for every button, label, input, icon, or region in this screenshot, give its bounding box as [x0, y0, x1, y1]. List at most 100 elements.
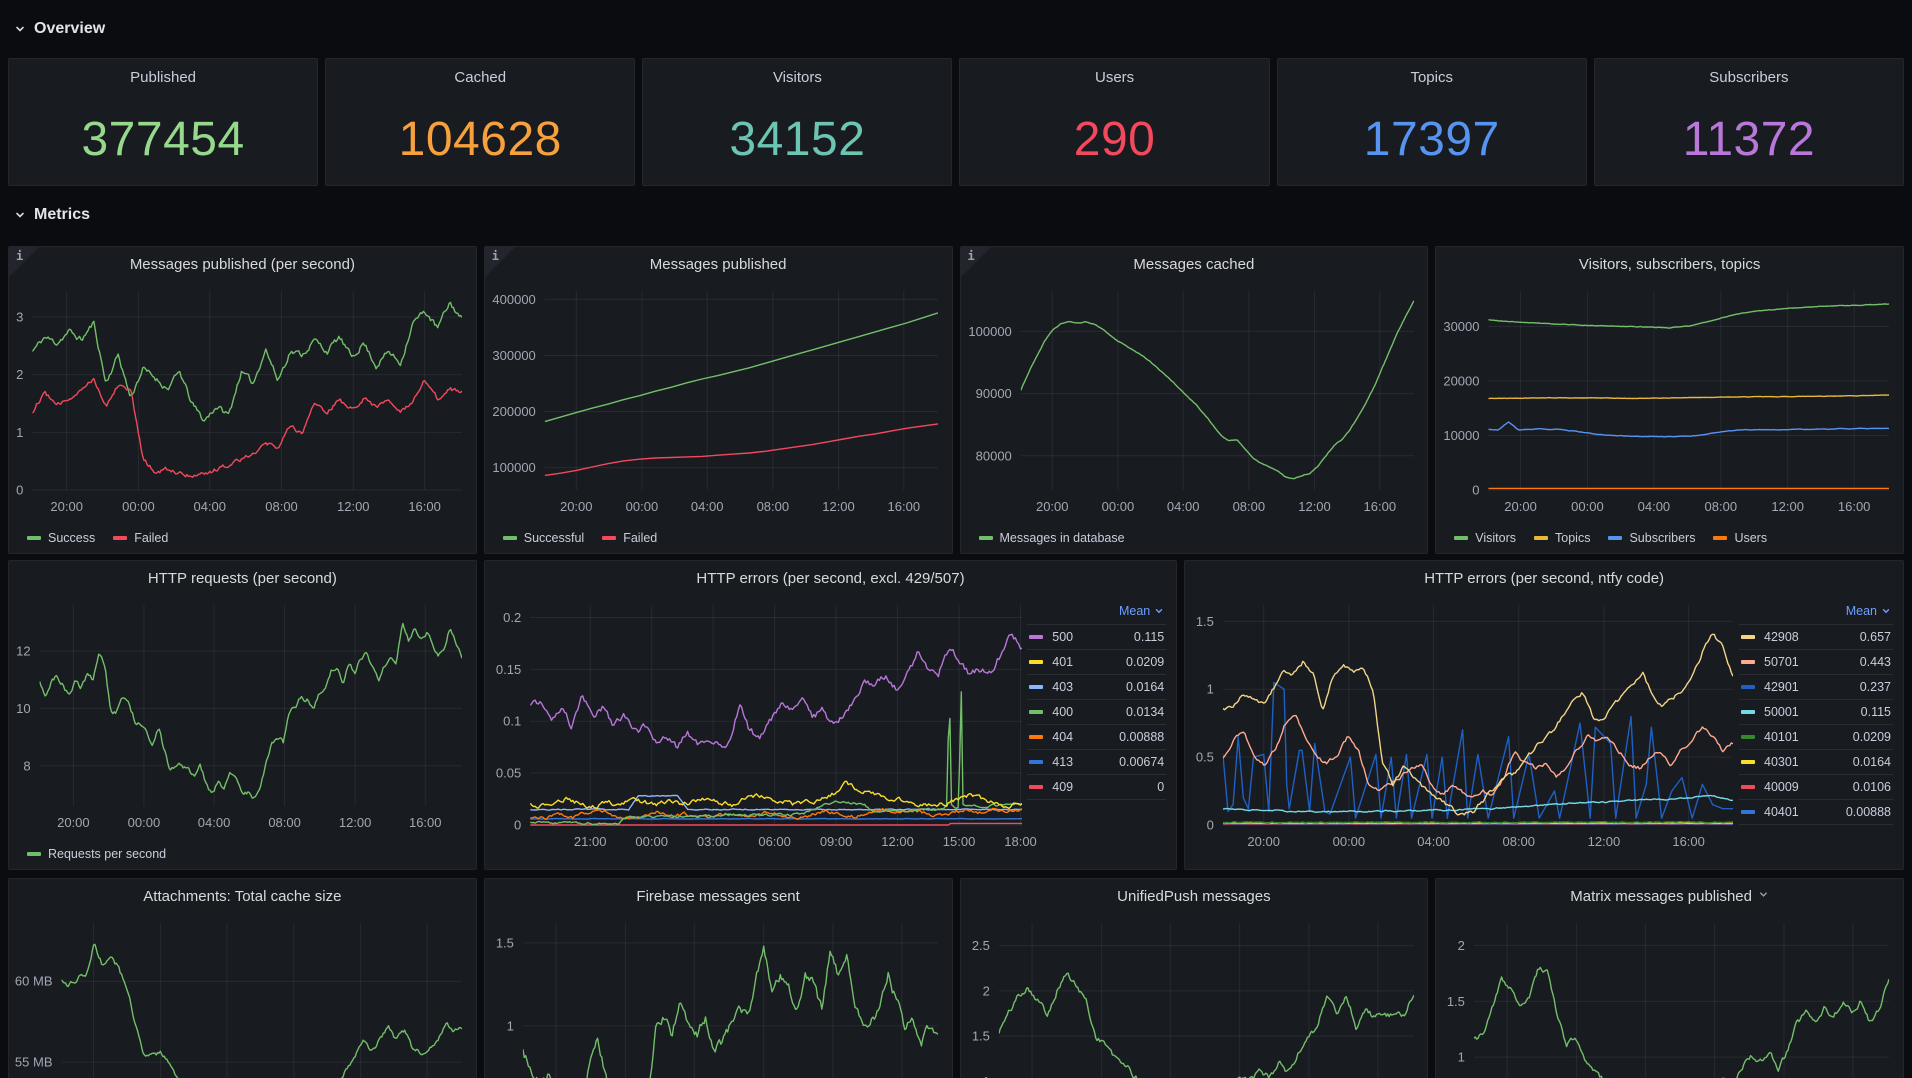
- panel-title[interactable]: Messages cached: [1133, 256, 1255, 273]
- stat-title[interactable]: Users: [1094, 69, 1135, 86]
- panel-title[interactable]: Matrix messages published: [1476, 888, 1863, 905]
- svg-text:08:00: 08:00: [268, 815, 301, 830]
- legend-row[interactable]: 40101 0.0209: [1739, 725, 1893, 750]
- legend-mean-value: 0.115: [1860, 705, 1891, 719]
- panel-info-corner[interactable]: [960, 247, 991, 277]
- chart-area[interactable]: 100000 200000 300000 400000 20:00 00:00 04:00 0…: [485, 247, 952, 553]
- legend-row[interactable]: 413 0.00674: [1027, 750, 1167, 775]
- svg-text:08:00: 08:00: [756, 499, 789, 514]
- panel-title[interactable]: HTTP errors (per second, excl. 429/507): [696, 570, 965, 587]
- legend-item[interactable]: Requests per second: [27, 847, 166, 861]
- svg-text:04:00: 04:00: [198, 815, 231, 830]
- chart-area[interactable]: 80000 90000 100000 20:00 00:00 04:00 08:00 12:0…: [961, 247, 1428, 553]
- panel-title[interactable]: Messages published: [649, 256, 787, 273]
- stat-value: 11372: [1682, 112, 1816, 166]
- legend-mean-value: 0.115: [1133, 630, 1165, 644]
- panel-info-corner[interactable]: [484, 247, 515, 277]
- legend-row[interactable]: 401 0.0209: [1027, 650, 1167, 675]
- chart-area[interactable]: 0 0.05 0.1 0.15 0.2 21:00 00:00 03:00 06:00 09:00…: [485, 561, 1177, 869]
- panel-title[interactable]: UnifiedPush messages: [1117, 888, 1271, 905]
- chart-area[interactable]: 0 1 2 3 20:00 00:00 04:00 08:00 12:00 16:00 Succes…: [9, 247, 476, 553]
- legend-row[interactable]: 404 0.00888: [1027, 725, 1167, 750]
- legend-item[interactable]: Topics: [1534, 531, 1590, 545]
- stat-row: Published 377454 Cached 104628 Visitors 34152…: [8, 58, 1904, 186]
- chart-canvas: 0 10000 20000 30000 20:00 00:00 04:00 08:00 12:0…: [1444, 291, 1890, 514]
- svg-text:12:00: 12:00: [881, 834, 914, 849]
- svg-text:1: 1: [506, 1018, 513, 1033]
- chart-area[interactable]: 0 0.5 1 1.5 20:00 00:00 04:00 08:00 12:00 16:00 Me…: [1185, 561, 1903, 869]
- svg-text:12:00: 12:00: [337, 499, 370, 514]
- legend-item[interactable]: Users: [1713, 531, 1767, 545]
- legend-row[interactable]: 409 0: [1027, 775, 1167, 800]
- svg-text:20:00: 20:00: [1505, 499, 1538, 514]
- legend-item[interactable]: Visitors: [1454, 531, 1516, 545]
- panel-title[interactable]: Firebase messages sent: [636, 888, 800, 905]
- svg-text:20:00: 20:00: [1248, 834, 1281, 849]
- legend-label: 401: [1052, 655, 1074, 669]
- legend-mean-sort-header[interactable]: Mean: [1027, 601, 1167, 625]
- stat-title[interactable]: Published: [130, 69, 197, 86]
- svg-text:12:00: 12:00: [822, 499, 855, 514]
- legend-item[interactable]: Successful: [502, 531, 584, 545]
- legend: Visitors Topics Subscribers Users: [1454, 531, 1767, 545]
- svg-text:0.2: 0.2: [503, 610, 521, 625]
- legend-item[interactable]: Failed: [113, 531, 168, 545]
- legend-row[interactable]: 403 0.0164: [1027, 675, 1167, 700]
- section-title-metrics: Metrics: [34, 206, 91, 223]
- chart-area[interactable]: 8 10 12 20:00 00:00 04:00 08:00 12:00 16:00 Reque…: [9, 561, 476, 869]
- svg-text:12:00: 12:00: [1588, 834, 1621, 849]
- section-header-metrics[interactable]: Metrics: [14, 200, 1904, 230]
- chart-area[interactable]: 0 10000 20000 30000 20:00 00:00 04:00 08:00 12:0…: [1436, 247, 1903, 553]
- stat-title[interactable]: Cached: [454, 69, 507, 86]
- legend-label: 40301: [1764, 755, 1799, 769]
- legend: Successful Failed: [502, 531, 657, 545]
- legend-item[interactable]: Success: [27, 531, 95, 545]
- legend-row[interactable]: 42901 0.237: [1739, 675, 1893, 700]
- stat-title[interactable]: Subscribers: [1709, 69, 1789, 86]
- legend-row[interactable]: 50701 0.443: [1739, 650, 1893, 675]
- panel-title[interactable]: Messages published (per second): [129, 256, 355, 273]
- panel-title[interactable]: Visitors, subscribers, topics: [1578, 256, 1761, 273]
- chart-panel-http-errors-ntfy: HTTP errors (per second, ntfy code) 0 0.5 1…: [1184, 560, 1904, 870]
- stat-title[interactable]: Visitors: [772, 69, 822, 86]
- legend-row[interactable]: 40009 0.0106: [1739, 775, 1893, 800]
- svg-text:21:00: 21:00: [574, 834, 607, 849]
- legend-label: 40009: [1764, 780, 1799, 794]
- legend-row[interactable]: 500 0.115: [1027, 625, 1167, 650]
- chart-canvas: 0 1 2 3 20:00 00:00 04:00 08:00 12:00 16:00: [16, 291, 463, 514]
- legend-row[interactable]: 40401 0.00888: [1739, 800, 1893, 825]
- panel-info-corner[interactable]: [9, 247, 39, 277]
- svg-text:1.5: 1.5: [1447, 994, 1465, 1009]
- panel-title[interactable]: HTTP errors (per second, ntfy code): [1424, 570, 1665, 587]
- legend-row[interactable]: 42908 0.657: [1739, 625, 1893, 650]
- svg-text:15:00: 15:00: [943, 834, 976, 849]
- legend-row[interactable]: 40301 0.0164: [1739, 750, 1893, 775]
- legend-mean-sort-header[interactable]: Mean: [1739, 601, 1893, 625]
- chart-panel-msgs-cached: i Messages cached 80000 90000 100000 20:00 00:…: [959, 246, 1429, 554]
- panel-title[interactable]: HTTP requests (per second): [147, 570, 337, 587]
- legend-row[interactable]: 400 0.0134: [1027, 700, 1167, 725]
- legend-mean-value: 0.0164: [1852, 755, 1891, 769]
- panel-title[interactable]: Attachments: Total cache size: [143, 888, 342, 905]
- legend-item[interactable]: Failed: [602, 531, 657, 545]
- legend-label: Users: [1734, 531, 1768, 545]
- svg-text:16:00: 16:00: [1838, 499, 1871, 514]
- legend-item[interactable]: Subscribers: [1608, 531, 1695, 545]
- legend-item[interactable]: Messages in database: [978, 531, 1125, 545]
- section-header-overview[interactable]: Overview: [14, 14, 1904, 44]
- stat-title[interactable]: Topics: [1410, 69, 1453, 86]
- chevron-down-icon: [1156, 609, 1163, 614]
- chart-canvas: 0 0.5 1 1.5 20:00 00:00 04:00 08:00 12:00 16:00: [1196, 605, 1734, 849]
- series-color-swatch: [1534, 536, 1549, 540]
- legend-row[interactable]: 50001 0.115: [1739, 700, 1893, 725]
- series-color-swatch: [1741, 710, 1755, 714]
- svg-text:18:00: 18:00: [1004, 834, 1037, 849]
- legend-mean-value: 0.00674: [1119, 755, 1165, 769]
- svg-text:100000: 100000: [492, 460, 535, 475]
- stat-value: 17397: [1363, 112, 1500, 166]
